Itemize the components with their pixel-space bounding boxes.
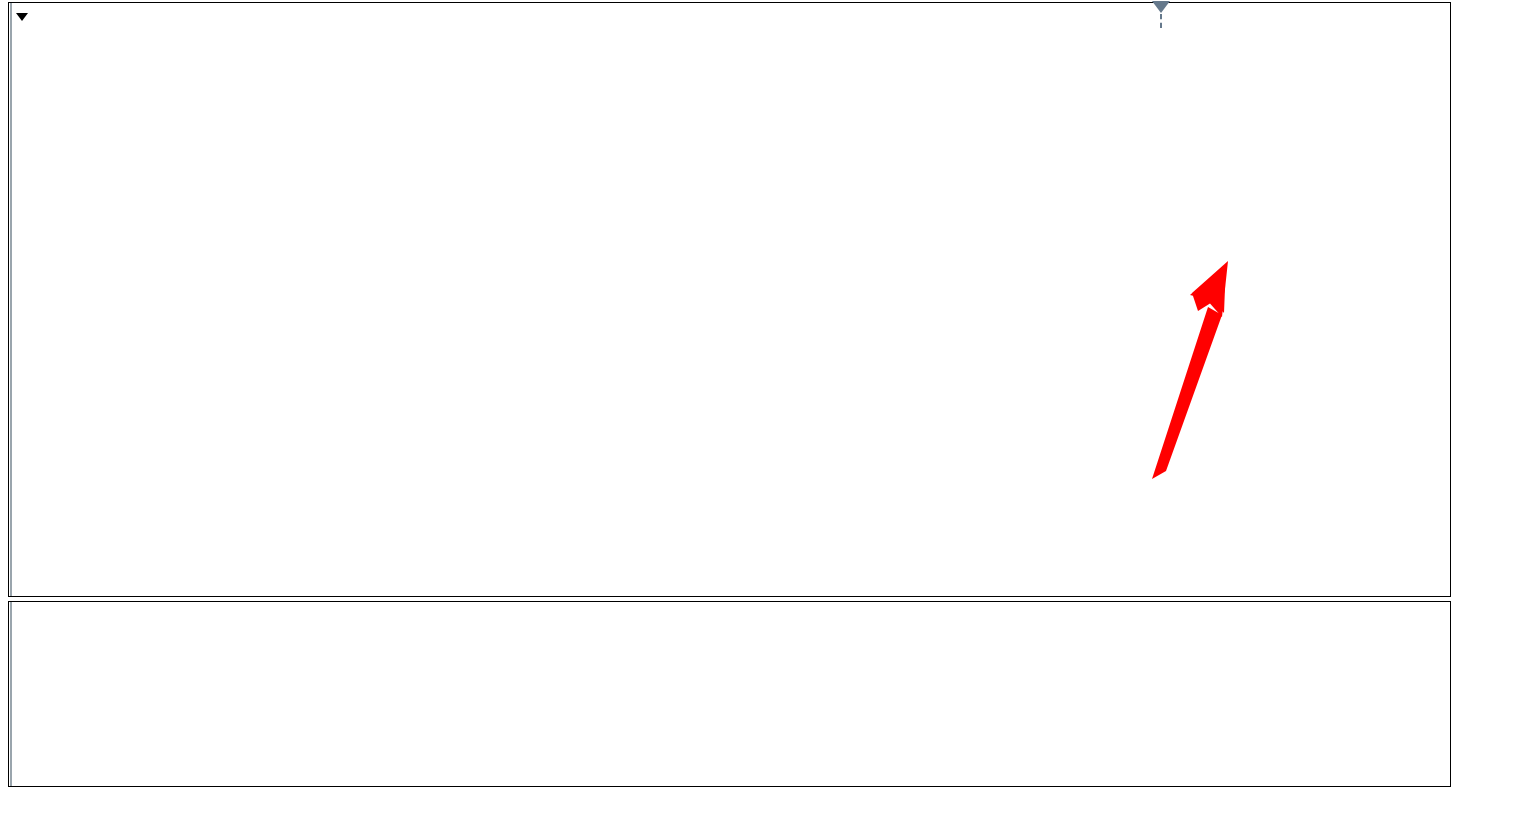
macd-canvas[interactable] xyxy=(9,602,1450,786)
price-axis[interactable] xyxy=(1451,2,1526,597)
triangle-down-marker-icon[interactable] xyxy=(1152,1,1170,13)
up-arrow-annotation[interactable] xyxy=(1130,255,1250,495)
price-chart-canvas[interactable] xyxy=(9,3,1450,596)
marker-stem xyxy=(1160,14,1162,28)
macd-scroll-rail[interactable] xyxy=(9,602,14,786)
macd-axis xyxy=(1451,601,1526,787)
macd-plot-svg xyxy=(9,602,1450,786)
pane-scroll-rail[interactable] xyxy=(9,3,14,596)
triangle-down-icon[interactable] xyxy=(16,13,28,21)
time-axis[interactable] xyxy=(8,789,1451,811)
macd-indicator-pane[interactable] xyxy=(8,601,1451,787)
